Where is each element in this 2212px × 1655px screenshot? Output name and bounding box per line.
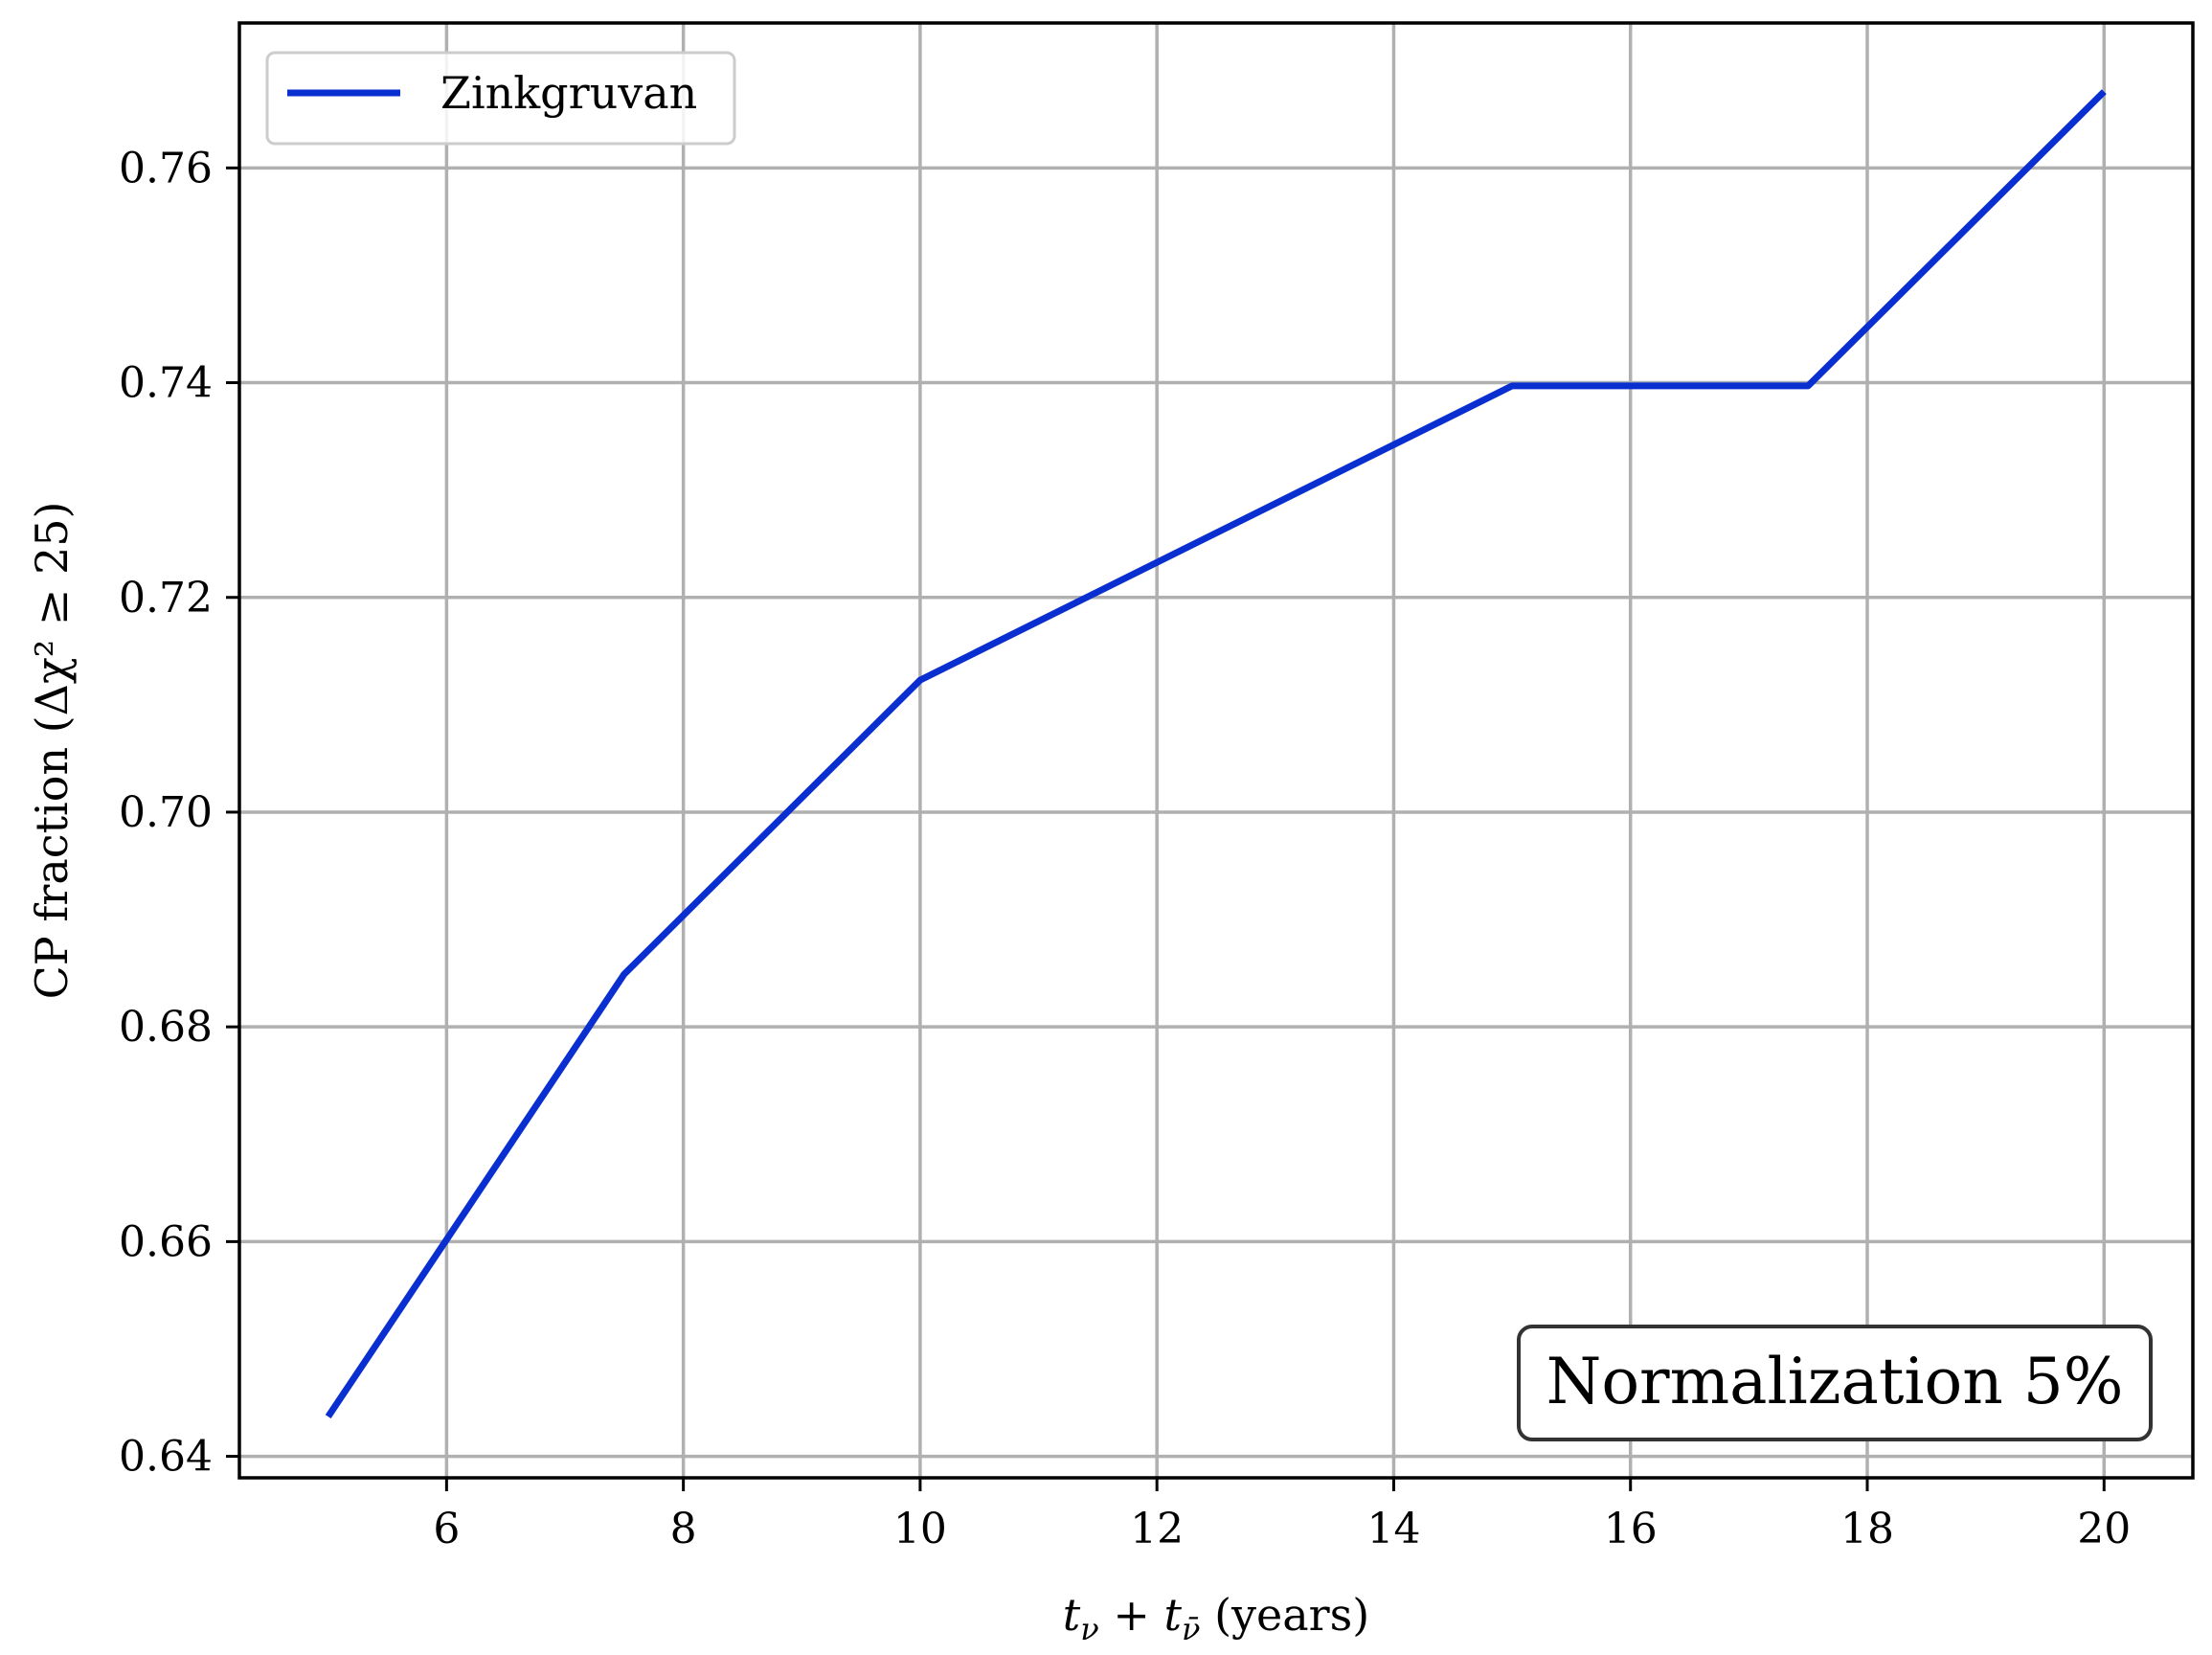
x-tick-label: 20 [2077, 1505, 2131, 1553]
annotation-text: Normalization 5% [1546, 1345, 2124, 1418]
x-tick-label: 14 [1366, 1505, 1420, 1553]
y-tick-label: 0.70 [119, 788, 213, 837]
x-tick-label: 8 [670, 1505, 697, 1553]
legend-label: Zinkgruvan [440, 67, 697, 119]
grid [239, 23, 2193, 1478]
annotation-box: Normalization 5% [1517, 1325, 2153, 1441]
y-tick-label: 0.64 [119, 1433, 213, 1482]
y-tick-label: 0.76 [119, 144, 213, 193]
x-axis-label: tν + tν̄ (years) [1063, 1589, 1369, 1647]
x-tick-label: 16 [1604, 1505, 1658, 1553]
y-tick-label: 0.66 [119, 1217, 213, 1266]
x-tick-label: 12 [1130, 1505, 1184, 1553]
legend: Zinkgruvan [265, 51, 736, 146]
x-ticks: 6 8 10 12 14 16 18 20 [433, 1478, 2131, 1553]
y-tick-label: 0.74 [119, 359, 213, 408]
y-tick-label: 0.72 [119, 574, 213, 623]
plot-frame [237, 21, 2195, 1480]
annotation-frame [1517, 1325, 2153, 1441]
y-ticks: 0.64 0.66 0.68 0.70 0.72 0.74 0.76 [119, 144, 239, 1482]
x-tick-label: 10 [893, 1505, 947, 1553]
x-tick-label: 6 [433, 1505, 460, 1553]
legend-box [265, 51, 736, 146]
x-tick-label: 18 [1840, 1505, 1894, 1553]
series-layer [325, 89, 2107, 1419]
series-line [325, 89, 2107, 1419]
y-axis-label: CP fraction (Δχ² ≥ 25) [26, 502, 78, 1000]
y-tick-label: 0.68 [119, 1003, 213, 1052]
